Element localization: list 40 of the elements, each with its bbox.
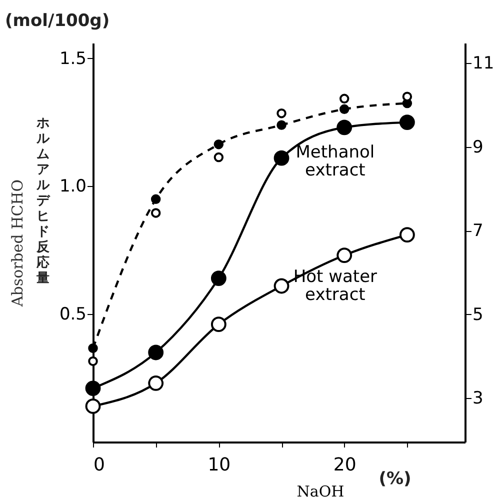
y-tick-label: 1.0 [59,176,86,197]
point [85,380,101,396]
y2-tick-label: 3 [472,388,484,409]
point [399,227,415,243]
text: (mol/100g) [5,11,110,31]
point [336,120,352,136]
point [336,248,352,263]
point [210,270,226,286]
x-tick-label: 0 [94,454,105,476]
point [88,356,98,366]
point [274,150,290,166]
x-axis-title: NaOH [296,482,344,500]
point [88,343,98,354]
point [150,208,161,218]
y-tick-label: 1.5 [59,48,86,69]
point [276,108,286,118]
point [148,344,164,360]
y2-tick-label: 9 [472,137,484,158]
point [276,120,286,130]
text: (%) [378,469,412,489]
point [150,194,161,204]
point [339,104,350,114]
point [402,92,412,102]
point [399,114,415,130]
point [274,278,290,294]
y-axis-title: Absorbed HCHO [8,179,26,308]
point [214,152,224,162]
y-tick-label: 0.5 [59,304,86,325]
x-tick-label: 10 [208,454,231,476]
text: ホルムアルデヒド反応量 [36,116,50,286]
point [148,375,164,391]
point [210,316,226,332]
y2-tick-label: 11 [472,54,494,74]
x-tick-label: 20 [333,454,356,476]
series-label: Methanol extract [296,142,375,180]
point [85,398,101,414]
y2-tick-label: 7 [472,221,484,242]
y2-tick-label: 5 [472,304,484,325]
point [339,94,350,104]
point [214,139,224,150]
